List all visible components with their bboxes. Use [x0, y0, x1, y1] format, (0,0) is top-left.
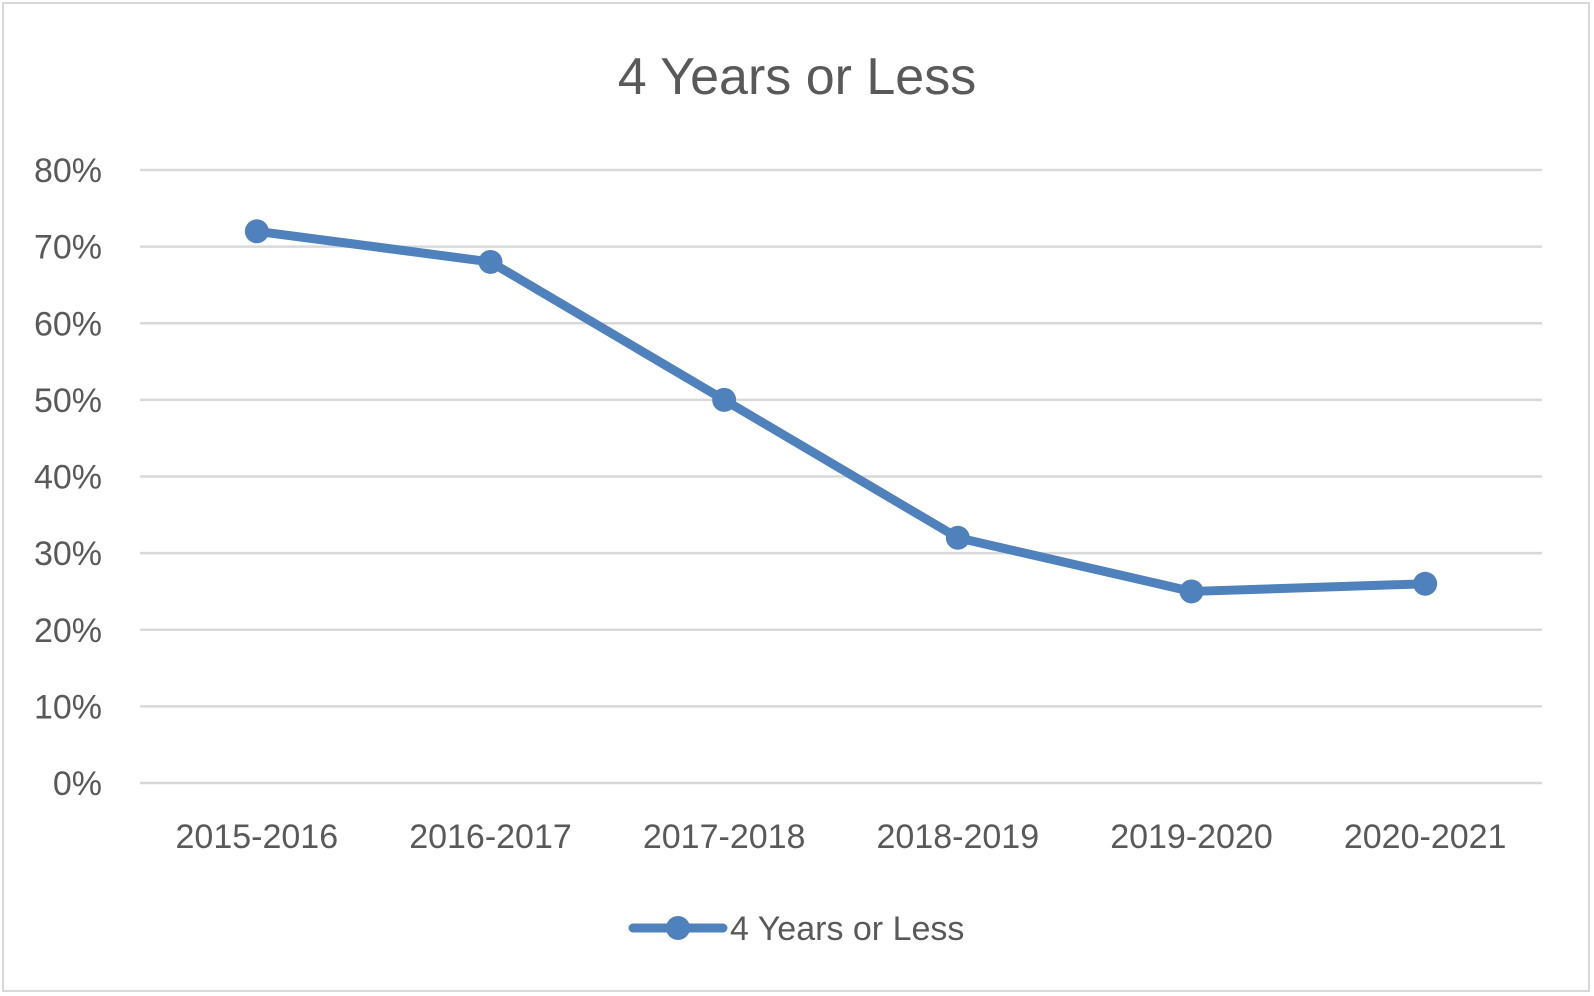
data-point[interactable]	[712, 387, 737, 412]
y-tick-label: 70%	[34, 229, 102, 267]
series-line	[252, 226, 1430, 596]
data-point[interactable]	[244, 219, 269, 244]
y-tick-label: 0%	[53, 765, 102, 803]
legend[interactable]: 4 Years or Less	[628, 910, 964, 948]
x-tick-label: 2017-2018	[643, 818, 806, 856]
y-tick-label: 80%	[34, 152, 102, 190]
x-tick-label: 2016-2017	[409, 818, 572, 856]
y-tick-label: 50%	[34, 382, 102, 420]
x-axis-tick-labels: 2015-2016 2016-2017 2017-2018 2018-2019 2019…	[176, 818, 1507, 856]
legend-marker-swatch	[666, 916, 690, 940]
y-tick-label: 60%	[34, 305, 102, 343]
x-tick-label: 2018-2019	[877, 818, 1040, 856]
x-tick-label: 2019-2020	[1110, 818, 1273, 856]
y-tick-label: 40%	[34, 459, 102, 497]
gridlines	[140, 168, 1542, 785]
y-tick-label: 20%	[34, 612, 102, 650]
y-tick-label: 10%	[34, 688, 102, 726]
y-axis-tick-labels: 0% 10% 20% 30% 40% 50% 60% 70% 80%	[34, 152, 102, 803]
chart-title: 4 Years or Less	[618, 48, 976, 106]
series-layer	[244, 219, 1438, 604]
x-tick-label: 2020-2021	[1344, 818, 1507, 856]
x-tick-label: 2015-2016	[176, 818, 339, 856]
y-tick-label: 30%	[34, 535, 102, 573]
legend-label: 4 Years or Less	[730, 910, 964, 948]
data-point[interactable]	[478, 249, 503, 274]
data-point[interactable]	[1413, 571, 1438, 596]
data-point[interactable]	[1179, 579, 1204, 604]
data-point[interactable]	[945, 525, 970, 550]
